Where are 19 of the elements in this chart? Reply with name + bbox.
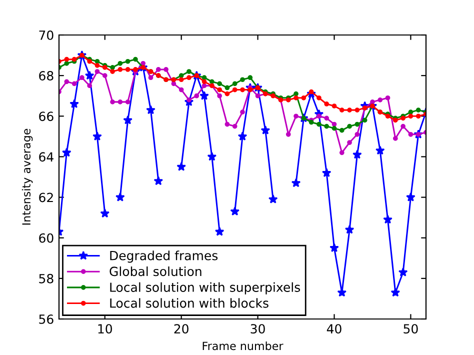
x-tick-label: 30 <box>250 324 265 334</box>
y-tick-label: 68 <box>39 71 54 80</box>
x-axis-title: Frame number <box>202 342 284 350</box>
x-tick-label: 20 <box>174 324 188 334</box>
x-tick-label: 40 <box>326 324 342 334</box>
legend-label: Degraded frames <box>110 250 218 263</box>
y-axis-title: Intensity average <box>22 128 33 225</box>
legend-label: Local solution with superpixels <box>110 282 300 294</box>
legend-label: Local solution with blocks <box>110 298 268 308</box>
x-tick-label: 50 <box>404 324 418 334</box>
y-tick-label: 58 <box>39 274 54 284</box>
y-tick-label: 64 <box>39 152 54 162</box>
y-tick-label: 60 <box>39 233 54 243</box>
y-tick-label: 56 <box>39 314 54 324</box>
y-tick-label: 62 <box>39 192 53 202</box>
x-tick-label: 10 <box>98 324 112 334</box>
y-tick-label: 70 <box>39 30 54 40</box>
y-tick-label: 66 <box>39 112 54 122</box>
legend-label: Global solution <box>110 266 202 276</box>
